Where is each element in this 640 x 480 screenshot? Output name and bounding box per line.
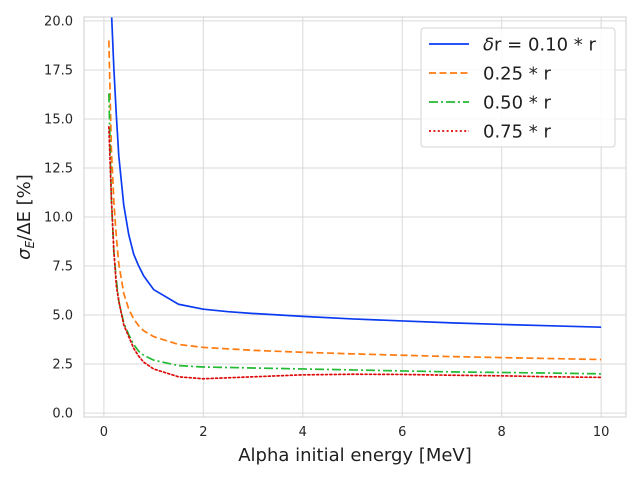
legend-box [420,27,616,148]
y-tick-label: 10.0 [44,211,73,226]
y-axis-ticks: 0.0 2.5 5.0 7.5 10.0 12.5 15.0 17.5 20.0 [44,14,73,421]
y-tick-label: 5.0 [52,309,73,324]
legend-items: δr = 0.10 * r 0.25 * r 0.50 * r 0.75 * r [429,35,596,143]
series-line-1 [110,17,602,329]
x-tick-label: 10 [593,425,610,440]
plot-frame [83,16,627,418]
x-tick-label: 8 [498,425,506,440]
series-line-4 [108,125,602,380]
x-tick-label: 4 [299,425,307,440]
y-axis-label: σE/ΔE [%] [14,174,37,260]
series-line-2 [108,40,602,361]
y-tick-label: 17.5 [44,63,73,78]
legend-label: 0.25 * r [483,64,552,85]
y-tick-label: 20.0 [44,14,73,29]
y-tick-label: 0.0 [52,407,73,422]
y-tick-label: 7.5 [52,260,73,275]
y-tick-label: 2.5 [52,358,73,373]
legend: δr = 0.10 * r 0.25 * r 0.50 * r 0.75 * r [420,27,616,148]
legend-label: 0.75 * r [483,122,552,143]
x-axis-ticks: 0 2 4 6 8 10 [100,425,610,440]
y-tick-label: 12.5 [44,161,73,176]
series-layer [108,17,602,380]
legend-label: 0.50 * r [483,93,552,114]
y-tick-label: 15.0 [44,112,73,127]
x-tick-label: 2 [199,425,207,440]
legend-label: δr = 0.10 * r [483,35,596,56]
x-tick-label: 0 [100,425,108,440]
x-axis-label: Alpha initial energy [MeV] [238,445,472,466]
x-tick-label: 6 [398,425,406,440]
